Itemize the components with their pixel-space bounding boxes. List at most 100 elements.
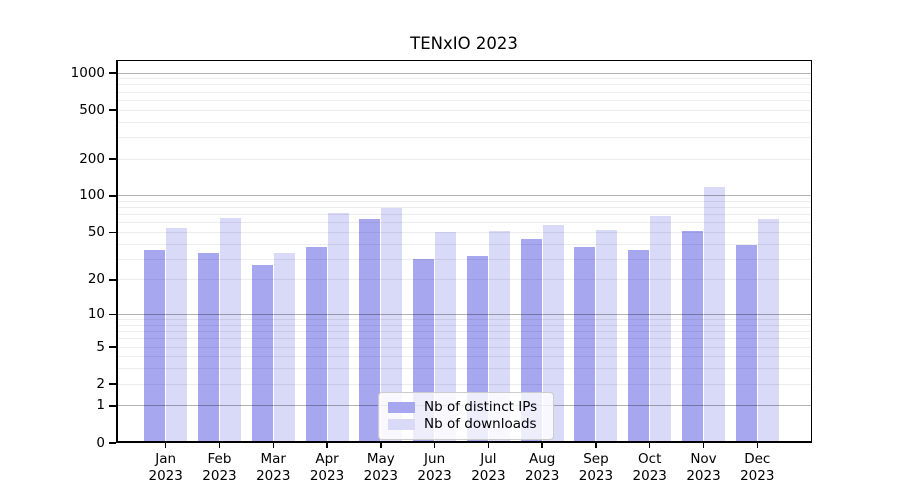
gridline-100 [116,195,812,197]
x-tick-feb [218,443,221,448]
y-tick-100 [109,195,116,197]
legend-swatch-distinct-ips [388,402,415,413]
gridline-300 [116,136,812,138]
bar-mar-downloads [273,252,295,443]
bar-sep-distinct-ips [574,246,596,443]
y-tick-label-20: 20 [87,271,105,288]
y-tick-label-5: 5 [96,338,105,355]
legend-swatch-downloads [388,419,415,430]
y-tick-label-500: 500 [79,101,105,118]
bar-may-downloads [381,207,403,443]
x-tick-label-feb: Feb 2023 [202,451,237,484]
gridline-90 [116,200,812,202]
gridline-7 [116,331,812,333]
gridline-4 [116,356,812,358]
y-tick-label-1000: 1000 [70,64,105,81]
x-tick-jan [165,443,167,448]
y-tick-label-1: 1 [96,397,105,414]
gridline-5 [116,346,812,348]
x-tick-dec [756,443,758,448]
x-tick-oct [649,443,651,448]
bar-feb-downloads [219,217,241,443]
gridline-2 [116,383,812,385]
x-tick-aug [541,443,543,448]
y-tick-200 [109,158,116,160]
bar-apr-distinct-ips [305,246,327,443]
gridline-8 [116,324,812,326]
gridline-10 [116,314,812,316]
x-tick-nov [702,443,705,448]
y-tick-label-50: 50 [87,223,105,240]
y-tick-label-100: 100 [79,187,105,204]
bar-nov-distinct-ips [682,231,703,443]
legend-label-downloads: Nb of downloads [424,416,537,432]
y-tick-0 [109,442,116,444]
y-tick-2 [109,383,116,385]
gridline-50 [116,231,812,233]
y-tick-label-10: 10 [87,306,105,323]
gridline-30 [116,258,812,260]
bar-dec-distinct-ips [735,245,757,443]
x-tick-apr [326,443,328,448]
x-tick-jul [487,443,490,448]
gridline-800 [116,84,812,86]
y-tick-5 [109,346,116,348]
gridline-20 [116,279,812,281]
y-tick-10 [109,313,116,316]
bar-jan-distinct-ips [144,249,166,443]
bar-jan-downloads [166,228,188,443]
y-tick-1000 [109,72,116,74]
x-tick-label-apr: Apr 2023 [309,451,345,484]
gridline-600 [116,99,812,101]
bar-jun-downloads [435,232,457,443]
x-tick-sep [595,443,597,448]
y-tick-500 [109,109,116,111]
gridline-200 [116,158,812,160]
x-tick-label-mar: Mar 2023 [256,451,291,484]
bar-oct-downloads [650,216,672,443]
bar-oct-distinct-ips [628,249,650,443]
y-tick-50 [109,231,116,234]
bar-aug-downloads [542,224,564,443]
x-tick-jun [433,443,436,448]
bar-may-distinct-ips [359,219,381,443]
gridline-400 [116,121,812,123]
y-tick-1 [109,405,116,407]
x-tick-label-nov: Nov 2023 [686,451,721,484]
bar-feb-distinct-ips [197,252,219,443]
gridline-80 [116,207,812,209]
bar-dec-downloads [757,219,779,443]
gridline-9 [116,319,812,321]
x-tick-may [380,443,382,448]
gridline-1000 [116,72,812,74]
x-tick-label-aug: Aug 2023 [524,451,560,484]
y-tick-20 [109,279,116,281]
gridline-900 [116,78,812,80]
x-tick-label-jan: Jan 2023 [148,451,183,484]
gridline-3 [116,368,812,370]
bar-jul-downloads [488,231,510,443]
gridline-700 [116,91,812,93]
gridline-40 [116,243,812,245]
x-tick-label-may: May 2023 [363,451,398,484]
y-tick-label-200: 200 [79,150,105,167]
bar-apr-downloads [327,212,349,443]
x-tick-label-jun: Jun 2023 [417,451,452,484]
x-tick-label-jul: Jul 2023 [471,451,506,484]
gridline-6 [116,338,812,340]
legend-label-distinct-ips: Nb of distinct IPs [424,399,538,415]
bar-nov-downloads [704,187,725,443]
y-tick-label-0: 0 [96,434,105,451]
gridline-60 [116,222,812,224]
legend: Nb of distinct IPs Nb of downloads [378,392,554,440]
x-tick-label-oct: Oct 2023 [632,451,667,484]
plot-area: Nb of distinct IPs Nb of downloads [116,60,812,443]
gridline-70 [116,214,812,216]
bar-sep-downloads [596,230,618,443]
x-tick-label-dec: Dec 2023 [740,451,775,484]
grid-layer [116,60,812,443]
x-tick-mar [272,443,274,448]
x-tick-label-sep: Sep 2023 [578,451,614,484]
legend-row-downloads: Nb of downloads [388,416,544,433]
